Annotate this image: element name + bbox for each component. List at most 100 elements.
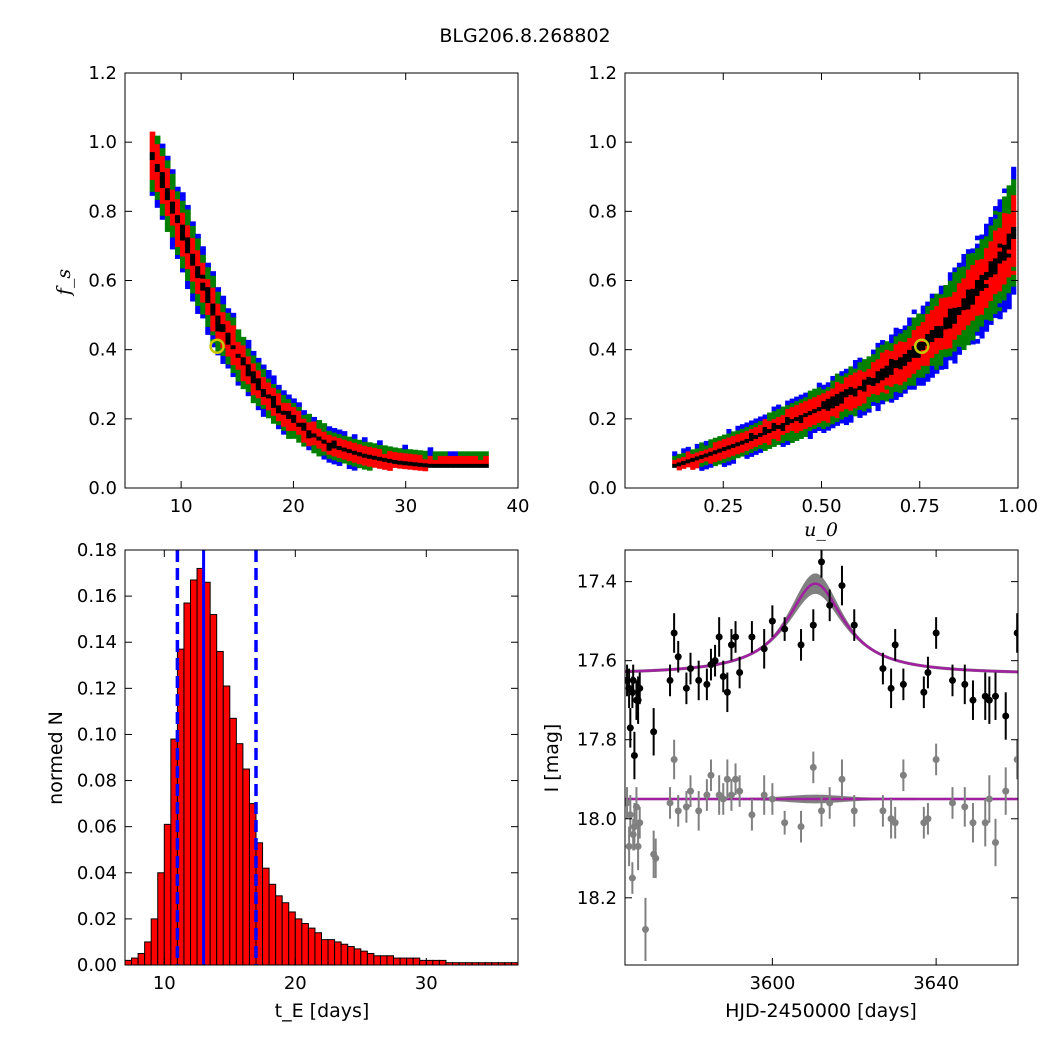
posterior-cell-inner [852,375,859,381]
posterior-cell-inner [195,285,201,291]
histogram-bar [406,957,414,966]
posterior-cell-outer [898,392,904,398]
posterior-cell-outer [916,377,922,382]
posterior-cell-inner [920,329,926,335]
data-point [1013,629,1018,637]
posterior-cell-outer [993,313,999,319]
posterior-cell-inner [961,289,967,295]
posterior-cell-inner [265,389,272,395]
posterior-cell-mid [190,225,196,230]
posterior-cell-inner [215,303,222,308]
posterior-cell-inner [190,241,196,246]
posterior-cell-inner [965,312,972,318]
posterior-cell-inner [321,443,328,448]
posterior-cell-core [159,175,166,181]
y-tick-label: 0.00 [77,955,117,976]
posterior-cell-outer [961,257,967,263]
posterior-cell-mid [961,333,967,339]
posterior-cell-core [185,236,191,242]
posterior-cell-inner [230,336,237,342]
posterior-cell-inner [200,290,206,295]
posterior-cell-mid [185,272,191,278]
data-point [932,629,940,637]
posterior-cell-core [205,290,211,296]
posterior-cell-inner [875,358,881,364]
posterior-cell-mid [681,452,687,457]
figure-title: BLG206.8.268802 [439,25,610,47]
posterior-cell-inner [938,341,944,346]
data-point [838,582,846,590]
posterior-cell-inner [387,450,393,455]
posterior-cell-mid [816,390,822,396]
histogram-bar [419,959,427,966]
posterior-cell-inner [457,455,464,460]
posterior-cell-inner [235,365,242,370]
posterior-cell-inner [993,241,999,247]
posterior-cell-outer [925,301,931,307]
posterior-cell-mid [997,294,1003,300]
posterior-cell-inner [301,430,307,435]
posterior-cell-inner [889,374,895,379]
posterior-cell-mid [907,381,913,386]
posterior-cell-mid [195,293,201,299]
posterior-cell-outer [780,442,786,447]
posterior-cell-outer [893,327,899,333]
posterior-cell-inner [174,206,181,212]
posterior-cell-mid [993,297,999,303]
posterior-cell-inner [427,459,434,464]
posterior-cell-mid [839,375,845,380]
posterior-cell-inner [417,454,424,459]
posterior-cell-inner [767,432,773,437]
posterior-cell-inner [929,341,935,346]
posterior-cell-outer [235,381,242,386]
posterior-cell-mid [893,383,899,388]
posterior-cell-mid [907,377,913,382]
posterior-cell-outer [311,416,318,422]
posterior-cell-inner [245,379,252,385]
x-tick-label: 30 [394,496,417,517]
posterior-cell-inner [956,298,963,304]
posterior-cell-inner [346,444,353,450]
posterior-cell-inner [1002,276,1008,281]
posterior-cell-mid [916,313,922,319]
posterior-cell-mid [988,236,994,242]
posterior-cell-inner [920,353,926,358]
posterior-cell-mid [965,257,972,262]
posterior-cell-inner [366,450,373,455]
posterior-cell-inner [372,463,378,468]
posterior-cell-mid [230,368,237,374]
posterior-cell-inner [230,324,237,330]
residuals-point [924,815,932,823]
posterior-cell-outer [185,204,191,210]
posterior-cell-mid [925,305,931,311]
posterior-cell-inner [407,457,414,462]
posterior-cell-core [767,428,773,434]
posterior-cell-core [250,374,257,380]
residuals-point [991,838,999,846]
posterior-cell-inner [907,365,913,370]
data-point [723,688,731,696]
posterior-cell-mid [442,451,449,456]
posterior-cell-mid [970,319,976,325]
posterior-cell-outer [830,423,836,429]
posterior-cell-inner [1011,194,1017,200]
posterior-cell-inner [220,319,227,325]
residuals-point [781,819,789,827]
posterior-cell-outer [296,402,302,407]
posterior-cell-inner [744,446,750,451]
posterior-cell-mid [1011,190,1017,196]
posterior-cell-inner [225,344,232,349]
posterior-cell-inner [200,278,206,283]
x-tick-label: 20 [282,496,305,517]
posterior-cell-inner [721,442,727,448]
posterior-cell-inner [956,290,963,296]
posterior-cell-inner [240,376,247,382]
posterior-cell-inner [993,285,999,291]
posterior-cell-outer [776,404,782,410]
posterior-cell-core [382,457,388,462]
posterior-cell-mid [712,437,718,443]
posterior-cell-inner [984,303,990,308]
posterior-cell-mid [952,339,958,344]
posterior-cell-core [230,344,237,350]
posterior-cell-mid [956,274,963,280]
